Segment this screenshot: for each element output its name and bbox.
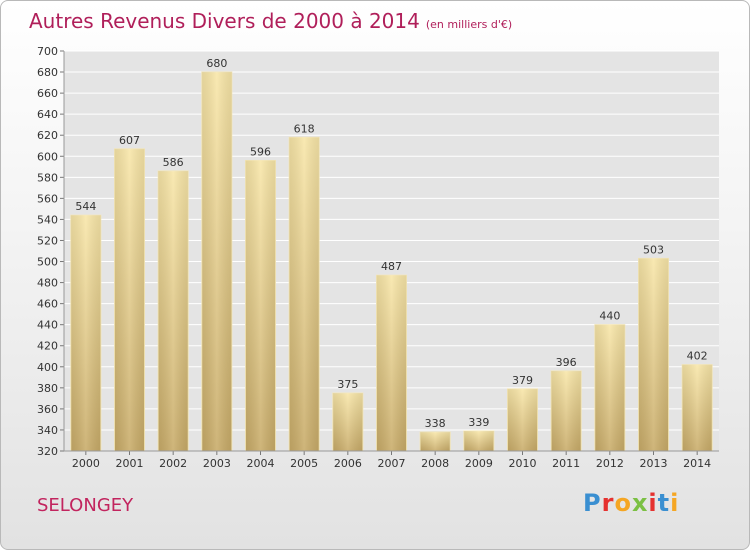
logo-letter: x xyxy=(631,489,649,517)
y-tick-label: 360 xyxy=(37,403,58,416)
data-label: 586 xyxy=(163,156,184,169)
y-tick-label: 320 xyxy=(37,445,58,458)
bar-shade xyxy=(114,148,145,452)
bar-shade xyxy=(594,324,625,451)
x-tick-label: 2009 xyxy=(465,457,493,470)
bar-shade xyxy=(682,364,713,451)
x-tick-label: 2012 xyxy=(596,457,624,470)
bar-shade xyxy=(638,258,669,451)
data-label: 396 xyxy=(556,356,577,369)
y-tick-label: 400 xyxy=(37,361,58,374)
y-tick-label: 540 xyxy=(37,213,58,226)
data-label: 402 xyxy=(687,350,708,363)
y-tick-label: 440 xyxy=(37,319,58,332)
chart-title: Autres Revenus Divers de 2000 à 2014 (en … xyxy=(29,9,512,33)
data-label: 375 xyxy=(337,378,358,391)
x-tick-label: 2003 xyxy=(203,457,231,470)
logo-letter: P xyxy=(583,489,602,517)
logo-letter: i xyxy=(648,489,658,517)
x-tick-label: 2001 xyxy=(116,457,144,470)
data-label: 339 xyxy=(468,416,489,429)
x-tick-label: 2006 xyxy=(334,457,362,470)
bar-shade xyxy=(507,388,538,451)
y-tick-label: 340 xyxy=(37,424,58,437)
logo-letter: i xyxy=(670,489,680,517)
bar-shade xyxy=(420,432,451,451)
y-tick-label: 660 xyxy=(37,87,58,100)
city-name: SELONGEY xyxy=(37,495,134,516)
x-tick-label: 2013 xyxy=(640,457,668,470)
bar-shade xyxy=(376,275,407,451)
x-tick-label: 2004 xyxy=(247,457,275,470)
bar-shade xyxy=(332,393,363,451)
logo-letter: t xyxy=(657,489,671,517)
y-tick-label: 420 xyxy=(37,340,58,353)
y-tick-label: 640 xyxy=(37,108,58,121)
proxiti-logo: Proxiti xyxy=(583,489,679,517)
bar-shade xyxy=(289,137,320,451)
x-tick-label: 2011 xyxy=(552,457,580,470)
bar-shade xyxy=(245,160,276,451)
bar-shade xyxy=(201,72,232,451)
bar-shade xyxy=(551,371,582,451)
y-tick-label: 460 xyxy=(37,298,58,311)
data-label: 607 xyxy=(119,134,140,147)
y-tick-label: 480 xyxy=(37,277,58,290)
x-tick-label: 2002 xyxy=(159,457,187,470)
logo-letter: r xyxy=(601,489,615,517)
y-tick-label: 520 xyxy=(37,234,58,247)
bar-shade xyxy=(158,171,189,451)
data-label: 338 xyxy=(425,417,446,430)
data-label: 487 xyxy=(381,260,402,273)
y-tick-label: 700 xyxy=(37,45,58,58)
x-axis: 2000 2001 2002 2003 2004 2005 2006 2007 2008 2009… xyxy=(64,450,719,470)
data-labels: 544 607 586 680 596 618 375 487 338 339 379 396 440 5… xyxy=(75,57,707,430)
logo-letter: o xyxy=(614,489,632,517)
bar-shade xyxy=(463,431,494,451)
x-tick-label: 2010 xyxy=(509,457,537,470)
x-tick-label: 2014 xyxy=(683,457,711,470)
chart-title-text: Autres Revenus Divers de 2000 à 2014 xyxy=(29,9,420,33)
data-label: 596 xyxy=(250,145,271,158)
bar-shade xyxy=(70,215,101,451)
data-label: 379 xyxy=(512,374,533,387)
bars xyxy=(70,71,713,452)
y-tick-label: 620 xyxy=(37,129,58,142)
y-tick-label: 380 xyxy=(37,382,58,395)
y-tick-label: 500 xyxy=(37,256,58,269)
x-tick-label: 2008 xyxy=(421,457,449,470)
data-label: 440 xyxy=(599,310,620,323)
y-tick-label: 580 xyxy=(37,171,58,184)
data-label: 503 xyxy=(643,243,664,256)
y-tick-label: 560 xyxy=(37,192,58,205)
x-tick-label: 2000 xyxy=(72,457,100,470)
data-label: 544 xyxy=(75,200,96,213)
data-label: 680 xyxy=(206,57,227,70)
x-tick-label: 2005 xyxy=(290,457,318,470)
y-tick-label: 600 xyxy=(37,150,58,163)
chart-unit: (en milliers d'€) xyxy=(425,18,513,31)
x-tick-label: 2007 xyxy=(378,457,406,470)
y-tick-label: 680 xyxy=(37,66,58,79)
y-axis: 320 340 360 380 400 420 440 460 480 500 520 540 560 5… xyxy=(37,45,65,458)
data-label: 618 xyxy=(294,122,315,135)
